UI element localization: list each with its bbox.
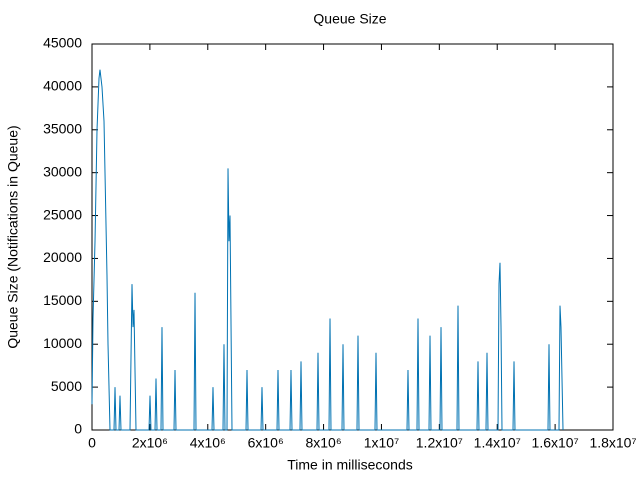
x-tick-label: 0 bbox=[88, 435, 96, 451]
y-tick-label: 40000 bbox=[43, 78, 82, 94]
x-tick-label: 6x10⁶ bbox=[248, 435, 284, 451]
x-tick-label: 1.6x10⁷ bbox=[532, 435, 579, 451]
y-tick-label: 30000 bbox=[43, 163, 82, 179]
y-tick-label: 5000 bbox=[51, 378, 82, 394]
y-tick-label: 20000 bbox=[43, 249, 82, 265]
y-tick-label: 10000 bbox=[43, 335, 82, 351]
y-tick-label: 15000 bbox=[43, 292, 82, 308]
x-tick-label: 1x10⁷ bbox=[364, 435, 399, 451]
x-tick-label: 2x10⁶ bbox=[132, 435, 168, 451]
y-tick-label: 35000 bbox=[43, 120, 82, 136]
x-tick-label: 1.4x10⁷ bbox=[474, 435, 521, 451]
y-axis-label: Queue Size (Notifications in Queue) bbox=[5, 125, 21, 348]
x-axis-label: Time in milliseconds bbox=[287, 457, 413, 473]
y-tick-label: 0 bbox=[74, 421, 82, 437]
x-tick-label: 4x10⁶ bbox=[190, 435, 226, 451]
chart-title: Queue Size bbox=[313, 11, 386, 27]
x-tick-label: 1.8x10⁷ bbox=[589, 435, 636, 451]
y-tick-label: 25000 bbox=[43, 206, 82, 222]
data-line bbox=[91, 69, 564, 431]
y-tick-label: 45000 bbox=[43, 35, 82, 51]
x-tick-label: 8x10⁶ bbox=[305, 435, 341, 451]
x-tick-label: 1.2x10⁷ bbox=[416, 435, 463, 451]
